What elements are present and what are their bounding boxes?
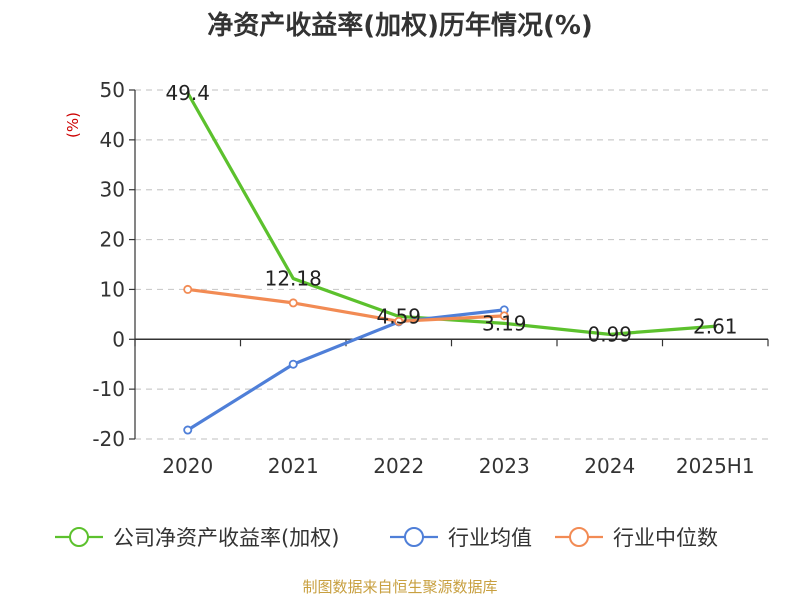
series-lines <box>183 91 717 435</box>
axes: 50 40 30 20 10 0 -10 -20 2020 2021 2022 2023 2024 202… <box>92 78 769 478</box>
data-label: 4.59 <box>376 304 421 328</box>
data-point <box>183 284 193 294</box>
data-point <box>183 425 193 435</box>
x-tick-label: 2023 <box>479 454 530 478</box>
legend-label: 行业中位数 <box>613 526 718 550</box>
x-tick-label: 2020 <box>162 454 213 478</box>
x-tick-label: 2022 <box>373 454 424 478</box>
legend-label: 公司净资产收益率(加权) <box>113 526 339 550</box>
data-point <box>288 359 298 369</box>
legend-label: 行业均值 <box>448 526 532 550</box>
legend-marker <box>569 527 589 547</box>
data-point <box>499 311 509 321</box>
data-label: 49.4 <box>165 81 210 105</box>
y-tick-label: -20 <box>92 427 125 451</box>
data-point <box>394 316 404 326</box>
gridlines <box>135 89 768 440</box>
y-tick-label: 10 <box>100 277 125 301</box>
chart-title: 净资产收益率(加权)历年情况(%) <box>207 10 593 41</box>
data-label: 0.99 <box>587 322 632 346</box>
source-note: 制图数据来自恒生聚源数据库 <box>302 578 497 596</box>
x-tick-label: 2025H1 <box>676 454 755 478</box>
legend-marker <box>404 527 424 547</box>
legend: 公司净资产收益率(加权) 行业均值 行业中位数 <box>55 526 718 550</box>
data-label: 12.18 <box>265 267 322 291</box>
series-line-1 <box>186 308 506 432</box>
series-line-2 <box>186 287 506 323</box>
y-tick-label: -10 <box>92 377 125 401</box>
x-tick-label: 2024 <box>584 454 635 478</box>
y-axis-unit-label: (%) <box>64 112 82 138</box>
y-tick-label: 30 <box>100 178 125 202</box>
data-label: 3.19 <box>482 311 527 335</box>
y-tick-label: 0 <box>112 327 125 351</box>
legend-marker <box>69 527 89 547</box>
data-point <box>288 298 298 308</box>
y-tick-label: 50 <box>100 78 125 102</box>
y-tick-label: 20 <box>100 228 125 252</box>
y-tick-label: 40 <box>100 128 125 152</box>
data-label: 2.61 <box>693 314 738 338</box>
data-labels: 49.4 12.18 4.59 3.19 0.99 2.61 <box>165 81 737 346</box>
x-tick-label: 2021 <box>268 454 319 478</box>
